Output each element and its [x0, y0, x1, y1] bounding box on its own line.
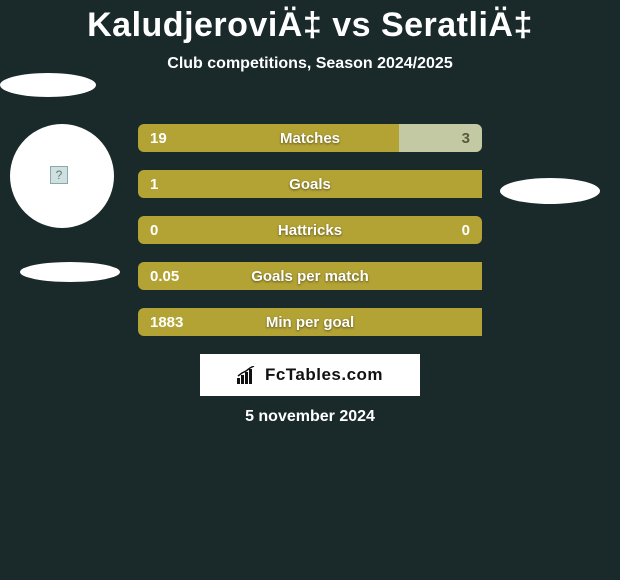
stat-row: 0.05Goals per match	[138, 262, 482, 290]
bar-chart-icon	[237, 366, 259, 384]
stat-right-value: 3	[399, 124, 482, 152]
fctables-logo[interactable]: FcTables.com	[200, 354, 420, 396]
player-right-avatar-bottom	[500, 178, 600, 204]
logo-text: FcTables.com	[265, 365, 383, 385]
stat-left-value: 0	[138, 216, 310, 244]
player-right-avatar-top	[0, 73, 96, 97]
stat-row: 1883Min per goal	[138, 308, 482, 336]
date-label: 5 november 2024	[0, 408, 620, 426]
comparison-card: KaludjeroviÄ‡ vs SeratliÄ‡ Club competit…	[0, 0, 620, 580]
stat-right-value: 0	[310, 216, 482, 244]
stat-row: 00Hattricks	[138, 216, 482, 244]
page-title: KaludjeroviÄ‡ vs SeratliÄ‡	[0, 0, 620, 45]
placeholder-image-icon: ?	[50, 166, 68, 184]
stat-left-value: 0.05	[138, 262, 482, 290]
stat-left-value: 19	[138, 124, 399, 152]
stat-left-value: 1883	[138, 308, 482, 336]
stat-row: 193Matches	[138, 124, 482, 152]
subtitle: Club competitions, Season 2024/2025	[0, 55, 620, 73]
avatar-shadow-left	[20, 262, 120, 282]
stat-left-value: 1	[138, 170, 482, 198]
stat-row: 10Goals	[138, 170, 482, 198]
stats-bars: 193Matches 10Goals 00Hattricks 0.05Goals pe…	[138, 124, 482, 354]
